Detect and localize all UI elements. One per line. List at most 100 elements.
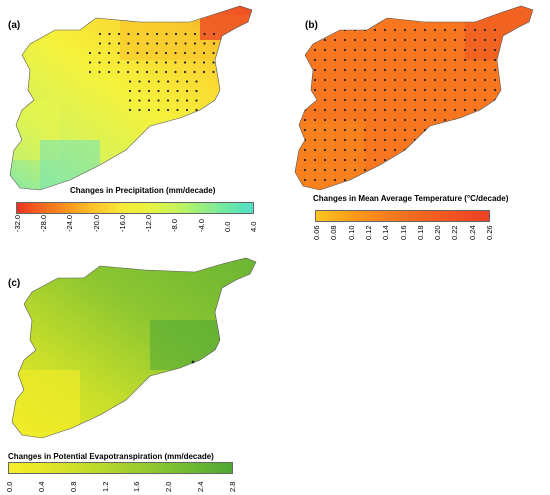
significance-dot [193, 32, 197, 36]
significance-dot [147, 108, 151, 112]
significance-dot [313, 178, 317, 182]
significance-dot [195, 99, 198, 102]
significance-dot [212, 51, 215, 55]
significance-dot [393, 28, 397, 32]
significance-dot [433, 108, 437, 112]
significance-dot [343, 28, 347, 32]
significance-dot [353, 78, 357, 82]
significance-dot [383, 88, 387, 92]
significance-dot [463, 68, 467, 72]
significance-dot [403, 108, 407, 112]
significance-dot [373, 178, 377, 182]
significance-dot [164, 70, 168, 74]
tick-a-0: -32.0 [13, 214, 22, 232]
significance-dot [473, 68, 477, 72]
significance-dot [463, 138, 467, 142]
tick-c-0: 0.0 [5, 481, 14, 492]
significance-dots-a [88, 32, 216, 112]
significance-dot [203, 32, 206, 36]
significance-dot [146, 42, 149, 45]
significance-dot [313, 38, 317, 42]
significance-dot [323, 118, 327, 122]
significance-dot [383, 108, 387, 112]
tick-a-9: 4.0 [249, 221, 258, 232]
tick-a-4: -16.0 [117, 214, 127, 232]
significance-dot [185, 99, 189, 102]
tick-a-6: -8.0 [170, 219, 180, 232]
significance-dot [483, 48, 487, 52]
significance-dot [393, 128, 397, 132]
significance-dot [443, 128, 447, 132]
significance-dot [323, 28, 327, 32]
significance-dot [483, 168, 487, 172]
significance-dot [303, 118, 307, 122]
significance-dot [483, 138, 487, 142]
significance-dot [483, 128, 487, 132]
significance-dot [313, 68, 317, 72]
significance-dot [155, 70, 158, 74]
significance-dot [393, 78, 397, 82]
significance-dot [126, 51, 130, 55]
significance-dot [483, 38, 487, 42]
significance-dot [176, 80, 179, 83]
significance-dot [373, 148, 377, 152]
significance-dot [473, 168, 477, 172]
significance-dot [393, 98, 397, 102]
significance-dot [117, 61, 120, 64]
significance-dot [212, 70, 215, 74]
significance-dot [353, 178, 357, 182]
significance-dot [473, 88, 477, 92]
significance-dot [333, 48, 337, 52]
significance-dot [333, 38, 337, 42]
tick-a-2: -24.0 [65, 214, 75, 232]
tick-b-1: 0.08 [329, 225, 339, 240]
significance-dot [463, 148, 467, 152]
significance-dot [363, 68, 367, 72]
significance-dot [473, 138, 477, 142]
significance-dot [117, 70, 120, 74]
significance-dot [165, 42, 168, 45]
significance-dot [433, 28, 437, 32]
significance-dot [483, 118, 487, 122]
significance-dot [176, 108, 179, 112]
significance-dot [483, 58, 487, 62]
significance-dot [433, 68, 437, 72]
significance-dot [136, 61, 139, 64]
significance-dot [313, 128, 317, 132]
significance-dot [443, 118, 447, 122]
significance-dot [403, 118, 407, 122]
significance-dot [493, 38, 497, 42]
significance-dot [184, 32, 187, 36]
significance-dot [413, 98, 417, 102]
significance-dot [313, 138, 317, 142]
significance-dot [443, 98, 447, 102]
significance-dot [393, 58, 397, 62]
significance-dot [98, 32, 102, 36]
significance-dot [473, 148, 477, 152]
significance-dot [333, 138, 337, 142]
significance-dot [383, 118, 387, 122]
significance-dot [393, 158, 397, 162]
significance-dot [353, 58, 357, 62]
significance-dot [108, 42, 111, 45]
significance-dot [136, 42, 140, 45]
significance-dot [433, 118, 437, 122]
significance-dot [212, 32, 216, 36]
significance-dot [363, 88, 367, 92]
significance-dot [164, 51, 168, 55]
panel-b-label: (b) [305, 20, 318, 31]
panel-c: (c) Changes in Potential Evapotranspirat… [0, 250, 275, 495]
tick-a-8: 0.0 [222, 221, 232, 232]
significance-dot [157, 99, 160, 102]
significance-dot [343, 178, 347, 182]
significance-dot [383, 138, 387, 142]
significance-dot [383, 128, 387, 132]
tick-b-2: 0.10 [346, 225, 356, 240]
significance-dot [117, 32, 121, 36]
significance-dot [433, 38, 437, 42]
significance-dot [463, 38, 467, 42]
significance-dot [117, 42, 121, 45]
significance-dot [433, 128, 437, 132]
tick-a-3: -20.0 [91, 214, 101, 232]
significance-dot [323, 108, 327, 112]
